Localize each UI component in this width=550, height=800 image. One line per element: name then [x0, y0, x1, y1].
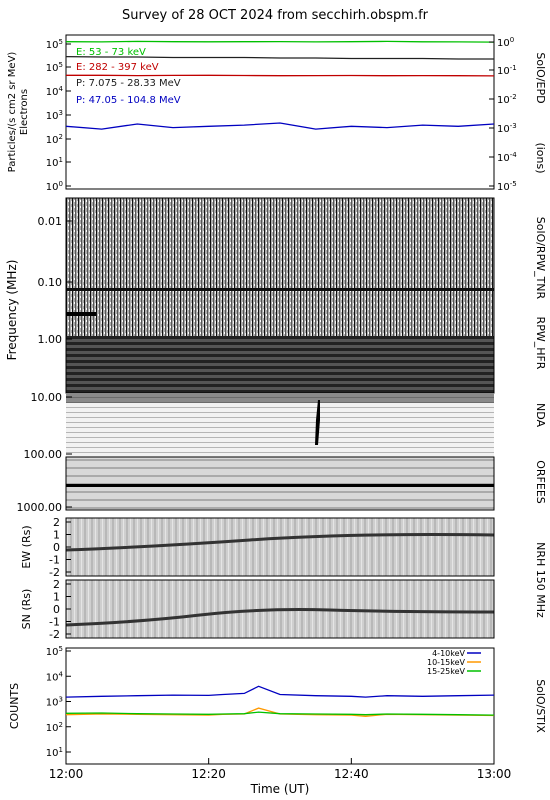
epd-left-tick-label: 104 [46, 85, 64, 98]
epd-series-group [65, 40, 495, 130]
nrh-sn-tick-label: -2 [49, 628, 60, 641]
rpw-tick-label: 1.00 [38, 333, 63, 346]
time-tick-label: 12:00 [49, 767, 84, 781]
stix-tick-label: 105 [46, 645, 63, 658]
rpw-tnr-spectrogram [66, 198, 494, 336]
nrh-ew-source-trace [65, 533, 495, 552]
nrh-ew-tick-label: -1 [49, 554, 60, 567]
epd-right-tick-label: 10-5 [497, 180, 517, 193]
nrh-sn-panel: 210-1-2 SN (Rs) NRH 150 MHz [20, 542, 547, 641]
stix-series-group [65, 685, 495, 717]
epd-right-tick-label: 10-1 [497, 64, 517, 77]
stix-legend-10-15: 10-15keV [427, 658, 466, 667]
epd-legend-p-high: P: 47.05 - 104.8 MeV [76, 95, 181, 106]
orfees-frame [65, 456, 495, 511]
nda-top-band [66, 393, 494, 403]
orfees-dark-line [66, 484, 494, 487]
nrh-ew-tick-label: 0 [53, 541, 60, 554]
orfees-spectrogram [66, 457, 494, 510]
stix-instrument-label: SolO/STIX [534, 679, 547, 733]
nda-tick-label: 100.00 [24, 448, 63, 461]
epd-left-tick-label: 102 [46, 133, 63, 146]
epd-right-tick-label: 10-3 [497, 122, 517, 135]
nrh-ew-ylabel: EW (Rs) [20, 525, 33, 568]
nrh-ew-tick-label: -2 [49, 566, 60, 579]
epd-legend-p-low: P: 7.075 - 28.33 MeV [76, 78, 181, 89]
page-title: Survey of 28 OCT 2024 from secchirh.obsp… [121, 8, 429, 23]
epd-ions-label: (ions) [534, 142, 547, 173]
epd-legend-e-high: E: 282 - 397 keV [76, 62, 159, 73]
epd-left-tick-label: 105 [46, 38, 63, 51]
orfees-panel: 1000.00 ORFEES [17, 456, 547, 514]
stix-series-line-0 [65, 685, 495, 698]
epd-frame [65, 34, 495, 190]
orfees-ticks: 1000.00 [17, 501, 72, 514]
stix-frame [65, 647, 495, 765]
epd-series-line-3 [65, 122, 495, 130]
stix-tick-label: 104 [46, 670, 64, 683]
time-axis-label: Time (UT) [250, 782, 310, 796]
nrh-ew-tick-label: 1 [53, 529, 60, 542]
rpw-tnr-dark-band [66, 288, 494, 291]
epd-left-tick-label: 105 [46, 61, 63, 74]
rpw-tnr-instrument-label: SolO/RPW_TNR [534, 217, 547, 300]
time-tick-label: 12:40 [334, 767, 369, 781]
time-tick-label: 12:20 [191, 767, 226, 781]
rpw-ticks: 0.01 0.10 1.00 [38, 215, 72, 346]
nda-spectrogram [66, 393, 494, 457]
nda-instrument-label: NDA [534, 403, 547, 428]
rpw-hfr-spectrogram [66, 336, 494, 393]
stix-panel: 101 102 103 104 105 4-10keV 10-15keV 15-25ke… [8, 645, 547, 765]
nrh-sn-tick-label: 2 [53, 578, 60, 591]
nrh-ew-ticks: 210-1-2 [49, 516, 71, 579]
rpw-tnr-emission [66, 312, 96, 316]
epd-left-tick-label: 103 [46, 109, 63, 122]
nrh-sn-source-trace [65, 608, 495, 627]
epd-legend-e-low: E: 53 - 73 keV [76, 47, 146, 58]
rpw-hfr-instrument-label: RPW_HFR [534, 317, 547, 370]
rpw-ylabel: Frequency (MHz) [5, 260, 19, 361]
stix-ylabel: COUNTS [8, 683, 21, 729]
time-axis: 12:00 12:20 12:40 13:00 [49, 758, 512, 781]
epd-right-tick-label: 100 [497, 36, 514, 49]
orfees-instrument-label: ORFEES [534, 460, 547, 504]
epd-ylabel: Particles/(s cm2 sr MeV) [7, 52, 18, 173]
rpw-panel: 0.01 0.10 1.00 Frequency (MHz) SolO/RPW_TN… [5, 197, 547, 394]
stix-legend-4-10: 4-10keV [432, 649, 465, 658]
epd-series-line-2 [65, 55, 494, 60]
time-tick-label: 13:00 [477, 767, 512, 781]
stix-legend-15-25: 15-25keV [427, 667, 466, 676]
nrh-sn-tick-label: -1 [49, 616, 60, 629]
epd-series-line-0 [65, 40, 495, 43]
epd-instrument-label: SolO/EPD [534, 52, 547, 103]
orfees-tick-label: 1000.00 [17, 501, 63, 514]
epd-ylabel-sub: Electrons [19, 89, 30, 135]
nrh-sn-tick-label: 1 [53, 591, 60, 604]
stix-series-line-2 [65, 711, 495, 716]
nrh-ew-panel: 210-1-2 EW (Rs) [20, 516, 495, 579]
stix-tick-label: 101 [46, 746, 63, 759]
nrh-sn-tick-label: 0 [53, 603, 60, 616]
stix-tick-label: 103 [46, 696, 63, 709]
epd-left-tick-label: 100 [46, 180, 63, 193]
nda-ticks: 10.00 100.00 [24, 391, 72, 461]
epd-panel: E: 53 - 73 keV E: 282 - 397 keV P: 7.075… [7, 34, 547, 193]
rpw-tick-label: 0.10 [38, 276, 63, 289]
nda-panel: 10.00 100.00 NDA [24, 391, 548, 461]
nrh-ew-tick-label: 2 [53, 516, 60, 529]
nda-burst-mark [315, 400, 320, 445]
nrh-instrument-label: NRH 150 MHz [534, 542, 547, 618]
nda-tick-label: 10.00 [31, 391, 63, 404]
epd-series-line-1 [66, 74, 495, 77]
stix-ticks: 101 102 103 104 105 [46, 645, 71, 759]
epd-right-tick-label: 10-4 [497, 151, 517, 164]
nrh-sn-ticks: 210-1-2 [49, 578, 71, 641]
epd-left-tick-label: 101 [46, 156, 63, 169]
rpw-tick-label: 0.01 [38, 215, 63, 228]
stix-tick-label: 102 [46, 721, 63, 734]
epd-right-tick-label: 10-2 [497, 93, 517, 106]
nrh-sn-ylabel: SN (Rs) [20, 589, 33, 630]
